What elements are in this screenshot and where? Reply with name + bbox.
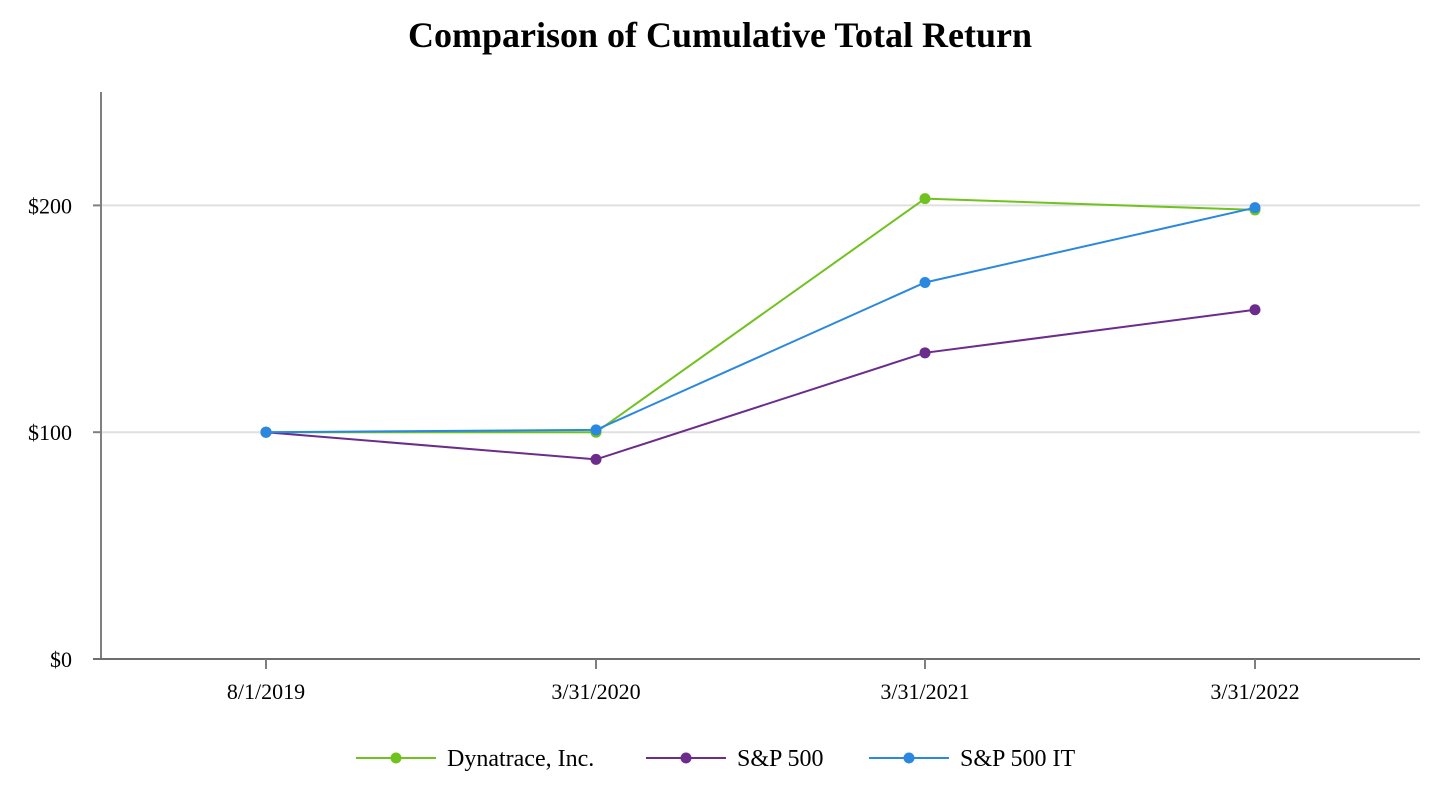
- series-1: [260, 304, 1261, 465]
- series-0: [260, 193, 1261, 438]
- legend-marker: [390, 752, 402, 764]
- data-point: [260, 426, 272, 438]
- axes: $0 $100 $200 8/1/2019 3/31/2020 3/31/2021 3/31…: [28, 92, 1420, 704]
- data-point: [919, 193, 931, 205]
- legend: Dynatrace, Inc. S&P 500 S&P 500 IT: [356, 746, 1075, 772]
- legend-marker: [903, 752, 915, 764]
- x-tick-label: 3/31/2021: [880, 679, 969, 704]
- series-line: [266, 197, 1256, 434]
- series-lines: [260, 193, 1261, 465]
- x-tick-label: 3/31/2022: [1210, 679, 1299, 704]
- data-point: [919, 277, 931, 289]
- y-tick-label: $0: [50, 647, 72, 672]
- series-2: [260, 202, 1261, 438]
- legend-marker: [680, 752, 692, 764]
- data-point: [1249, 304, 1261, 316]
- y-tick-label: $200: [28, 193, 72, 218]
- legend-item: Dynatrace, Inc.: [356, 746, 594, 772]
- legend-label: Dynatrace, Inc.: [447, 746, 594, 772]
- gridlines: [101, 204, 1420, 434]
- y-tick-label: $100: [28, 420, 72, 445]
- data-point: [919, 347, 931, 359]
- data-point: [1249, 202, 1261, 214]
- legend-label: S&P 500: [737, 746, 823, 772]
- data-point: [590, 424, 602, 436]
- x-tick-label: 3/31/2020: [551, 679, 640, 704]
- series-line: [265, 206, 1256, 434]
- data-point: [590, 453, 602, 465]
- x-tick-label: 8/1/2019: [227, 679, 305, 704]
- legend-item: S&P 500 IT: [869, 746, 1075, 772]
- chart-title: Comparison of Cumulative Total Return: [407, 15, 1033, 55]
- legend-label: S&P 500 IT: [960, 746, 1075, 772]
- series-line: [265, 308, 1256, 461]
- legend-item: S&P 500: [646, 746, 823, 772]
